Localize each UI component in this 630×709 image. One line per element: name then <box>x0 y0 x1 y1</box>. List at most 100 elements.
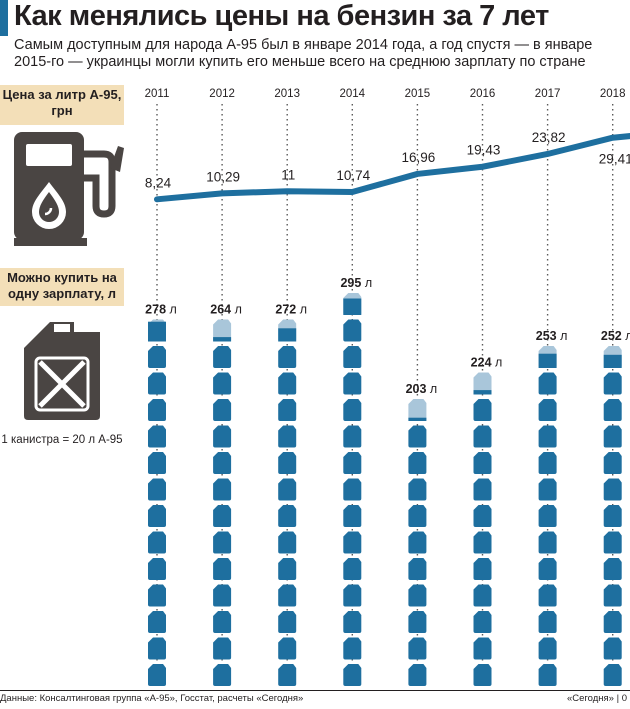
canister-full <box>278 505 297 527</box>
canister-full <box>538 664 557 686</box>
price-value-label: 16,96 <box>402 150 436 165</box>
canister-full <box>538 372 557 395</box>
canister-full <box>603 558 622 580</box>
canister-full <box>278 372 297 395</box>
year-label: 2014 <box>340 88 366 100</box>
canister-full <box>278 531 297 554</box>
canister-full <box>473 425 492 448</box>
canister-full <box>343 584 362 607</box>
canister-full <box>278 478 297 501</box>
canister-full <box>278 558 297 580</box>
year-label: 2016 <box>470 88 496 100</box>
canister-full <box>603 372 622 395</box>
canister-full <box>343 399 362 421</box>
canister-full <box>408 478 427 501</box>
canister-full <box>278 611 297 633</box>
liters-value-label: 252 л <box>601 329 630 343</box>
canister-full <box>343 372 362 395</box>
price-series-line <box>154 133 630 203</box>
canister-full <box>343 452 362 474</box>
price-value-label: 29,41 <box>599 152 630 167</box>
canister-full <box>148 637 166 660</box>
liters-value-label: 203 л <box>406 382 438 396</box>
canister-full <box>343 558 362 580</box>
canister-full <box>538 478 557 501</box>
year-label: 2018 <box>600 88 626 100</box>
canister-full <box>408 425 427 448</box>
canister-full <box>213 399 232 421</box>
canister-partial <box>213 319 232 342</box>
canister-full <box>148 372 166 395</box>
canister-full <box>538 531 557 554</box>
canister-full <box>343 478 362 501</box>
page-title: Как менялись цены на бензин за 7 лет <box>14 0 549 32</box>
liters-value-label: 272 л <box>275 303 307 317</box>
canister-full <box>213 611 232 633</box>
price-value-label: 10,29 <box>206 169 240 184</box>
canister-full <box>408 531 427 554</box>
canister-full <box>538 505 557 527</box>
price-legend-label: Цена за литр А-95, грн <box>0 85 124 125</box>
canister-full <box>343 505 362 527</box>
canister-full <box>538 611 557 633</box>
price-value-label: 23,82 <box>532 130 566 145</box>
canister-full <box>213 478 232 501</box>
canister-full <box>408 452 427 474</box>
price-value-label: 8,24 <box>145 175 172 190</box>
canister-full <box>213 637 232 660</box>
canister-partial-fill <box>343 298 362 315</box>
canister-full <box>278 664 297 686</box>
year-label: 2015 <box>405 88 431 100</box>
canister-full <box>603 664 622 686</box>
canister-full <box>603 425 622 448</box>
canister-full <box>278 399 297 421</box>
canister-full <box>538 558 557 580</box>
canister-full <box>343 531 362 554</box>
canister-full <box>473 531 492 554</box>
page-subtitle: Самым доступным для народа А-95 был в ян… <box>14 37 593 70</box>
canister-full <box>603 531 622 554</box>
canister-full <box>473 611 492 633</box>
canister-partial-fill <box>408 417 427 421</box>
year-label: 2012 <box>209 88 235 100</box>
canister-full <box>213 425 232 448</box>
canister-full <box>408 664 427 686</box>
canister-full <box>343 425 362 448</box>
canister-full <box>538 584 557 607</box>
canister-full <box>148 346 166 368</box>
canister-full <box>473 452 492 474</box>
canister-full <box>343 346 362 368</box>
canister-full <box>473 505 492 527</box>
canister-full <box>343 611 362 633</box>
canister-full <box>148 611 166 633</box>
canister-full <box>148 531 166 554</box>
footer-divider <box>0 690 630 691</box>
canister-full <box>473 664 492 686</box>
canister-full <box>408 584 427 607</box>
canister-note: 1 канистра = 20 л А-95 <box>1 434 123 446</box>
canister-full <box>603 584 622 607</box>
fuel-pump-icon <box>14 132 124 246</box>
canister-full <box>473 399 492 421</box>
canister-full <box>278 346 297 368</box>
liters-value-label: 278 л <box>145 303 177 317</box>
canister-full <box>213 584 232 607</box>
liters-value-label: 253 л <box>536 329 568 343</box>
price-value-label: 10,74 <box>336 168 370 183</box>
legend-panel: Цена за литр А-95, грн Можно купить на о… <box>0 0 128 690</box>
canister-full <box>538 452 557 474</box>
canister-full <box>538 399 557 421</box>
canister-full <box>213 558 232 580</box>
canister-full <box>473 637 492 660</box>
liters-value-label: 264 л <box>210 303 242 317</box>
canister-full <box>148 664 166 686</box>
canister-full <box>148 478 166 501</box>
canister-full <box>213 452 232 474</box>
footer-credit: «Сегодня» | 0 <box>566 693 627 704</box>
year-label: 2011 <box>145 88 170 100</box>
canister-full <box>213 346 232 368</box>
canister-full <box>343 637 362 660</box>
canister-full <box>408 637 427 660</box>
canister-full <box>603 478 622 501</box>
price-value-label: 19,43 <box>467 143 501 158</box>
